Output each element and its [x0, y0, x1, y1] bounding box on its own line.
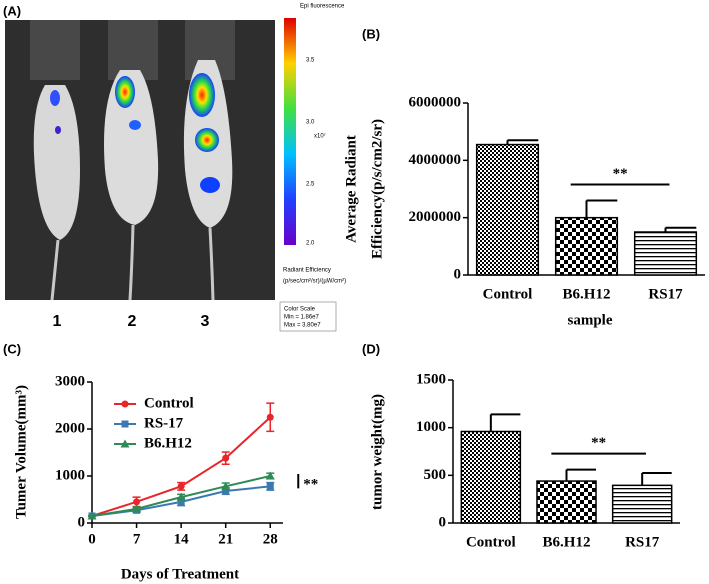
x-tick-label: B6.H12	[543, 534, 591, 550]
panel-label: (A)	[3, 3, 21, 18]
y-tick-label: 0	[454, 266, 462, 282]
bar	[460, 430, 522, 524]
colorbar-tick: 2.0	[306, 241, 315, 247]
x-tick-label: 21	[218, 531, 233, 547]
y-axis-label: tumor weight(mg)	[369, 394, 385, 510]
bar	[536, 480, 597, 524]
legend-label: RS-17	[144, 415, 184, 431]
mouse-label: 1	[53, 313, 62, 330]
bar	[475, 143, 540, 276]
y-axis-label: Average Radiant	[343, 135, 359, 243]
legend-label: Control	[144, 395, 194, 411]
significance-label: **	[591, 435, 606, 451]
scale-title: Color Scale	[284, 307, 316, 313]
mouse-label: 3	[201, 313, 210, 330]
marker	[177, 498, 185, 506]
panel-label: (B)	[362, 26, 380, 41]
y-tick-label: 4000000	[409, 152, 462, 168]
y-tick-label: 0	[78, 514, 86, 530]
marker	[87, 511, 97, 520]
colorbar-unit: (p/sec/cm²/sr)/(µW/cm²)	[283, 279, 346, 285]
bar	[554, 216, 619, 276]
x-tick-label: 28	[263, 531, 278, 547]
legend-label: B6.H12	[144, 435, 192, 451]
y-tick-label: 500	[424, 467, 447, 483]
y-axis-label: Efficiency(p/s/cm2/sr)	[369, 119, 385, 259]
scale-box	[279, 301, 337, 332]
panel-label: (D)	[362, 341, 380, 356]
colorbar-exponent: x10⁷	[314, 133, 326, 140]
y-tick-label: 1000	[416, 419, 446, 435]
y-tick-label: 2000000	[409, 209, 462, 225]
scale-min: Min = 1.86e7	[284, 315, 320, 321]
x-tick-label: RS17	[625, 534, 660, 550]
bar	[611, 484, 673, 524]
significance-label: **	[303, 477, 318, 493]
x-tick-label: 7	[133, 531, 141, 547]
marker	[176, 492, 186, 501]
x-axis-label: sample	[568, 312, 613, 328]
marker	[222, 487, 230, 495]
scale-max: Max = 3.80e7	[284, 323, 321, 329]
colorbar-title: Epi fluorescence	[300, 4, 345, 10]
y-tick-label: 0	[439, 514, 447, 530]
x-tick-label: Control	[466, 534, 516, 550]
marker	[121, 420, 129, 428]
marker	[177, 482, 185, 490]
significance-label: **	[613, 166, 628, 182]
y-axis-label: Tumer Volume(mm³)	[13, 385, 29, 519]
marker	[266, 482, 274, 490]
mouse-image	[5, 20, 275, 301]
colorbar-tick: 3.5	[306, 58, 315, 64]
x-tick-label: Control	[483, 286, 533, 302]
x-tick-label: B6.H12	[563, 286, 611, 302]
y-tick-label: 1500	[416, 371, 446, 387]
mouse-label: 2	[128, 313, 137, 330]
marker	[133, 498, 141, 506]
colorbar-tick: 3.0	[306, 120, 315, 126]
marker	[222, 454, 230, 462]
y-tick-label: 2000	[55, 420, 85, 436]
marker	[265, 471, 275, 480]
colorbar-unit-title: Radiant Efficiency	[283, 268, 331, 274]
y-tick-label: 6000000	[409, 94, 462, 110]
colorbar-tick: 2.5	[306, 182, 315, 188]
panel-label: (C)	[3, 341, 21, 356]
y-tick-label: 3000	[55, 373, 85, 389]
y-tick-label: 1000	[55, 467, 85, 483]
color-bar	[284, 18, 296, 245]
marker	[221, 481, 231, 490]
bar	[633, 231, 698, 276]
marker	[266, 413, 274, 421]
marker	[132, 504, 142, 513]
marker	[120, 439, 130, 448]
x-tick-label: 0	[88, 531, 96, 547]
x-tick-label: 14	[174, 531, 190, 547]
marker	[121, 400, 129, 408]
x-axis-label: Days of Treatment	[121, 566, 239, 582]
x-tick-label: RS17	[648, 286, 683, 302]
